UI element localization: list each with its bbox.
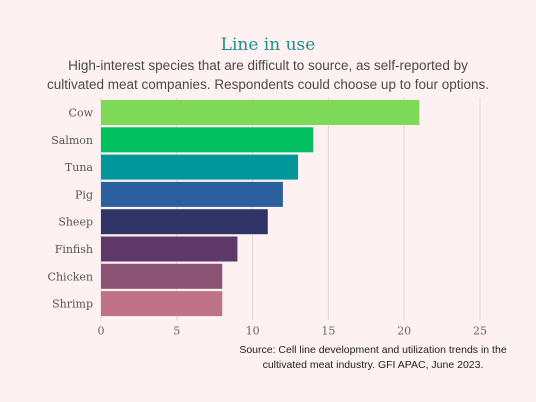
category-label-cow: Cow (69, 107, 94, 120)
category-label-sheep: Sheep (58, 216, 93, 229)
source-note: Source: Cell line development and utiliz… (239, 344, 507, 371)
x-tick-label: 25 (473, 324, 487, 337)
bars (101, 100, 420, 317)
category-label-finfish: Finfish (55, 243, 93, 256)
bar-chicken (101, 263, 223, 289)
category-labels: Cow Salmon Tuna Pig Sheep Finfish Chicken Shrim… (48, 107, 94, 311)
bar-pig (101, 181, 283, 207)
x-tick-label: 0 (98, 324, 105, 337)
category-label-tuna: Tuna (65, 161, 94, 174)
bar-salmon (101, 127, 314, 153)
chart-subtitle: High-interest species that are difficult… (46, 58, 490, 92)
category-label-pig: Pig (75, 188, 93, 201)
x-tick-label: 10 (246, 324, 260, 337)
x-axis-ticks: 0 5 10 15 20 25 (98, 324, 488, 337)
category-label-chicken: Chicken (48, 270, 93, 283)
bar-sheep (101, 209, 268, 235)
bar-cow (101, 100, 420, 125)
chart-title: Line in use (220, 35, 316, 55)
bar-finfish (101, 236, 238, 262)
x-tick-label: 5 (173, 324, 180, 337)
category-label-salmon: Salmon (51, 134, 93, 147)
category-label-shrimp: Shrimp (52, 298, 93, 311)
bar-shrimp (101, 291, 223, 317)
x-tick-label: 15 (321, 324, 335, 337)
bar-tuna (101, 154, 299, 180)
x-tick-label: 20 (397, 324, 411, 337)
